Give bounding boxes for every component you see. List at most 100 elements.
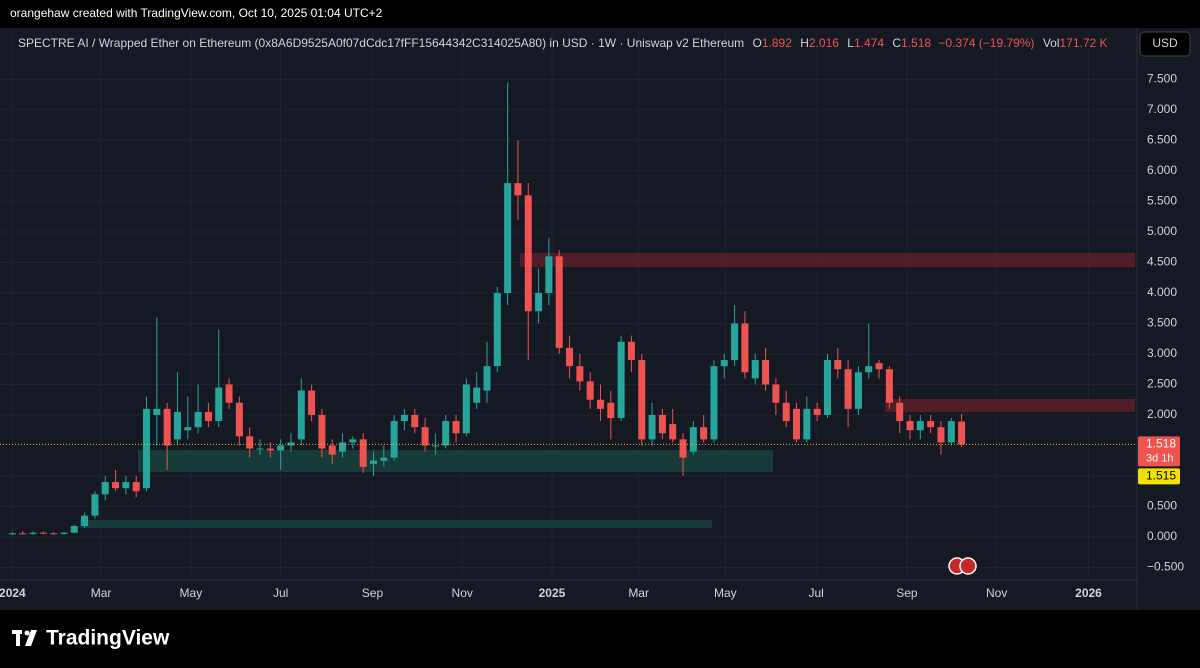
candle-body xyxy=(875,363,883,370)
price-label: 1.518 xyxy=(1146,437,1176,451)
candle-body xyxy=(803,408,811,440)
candle-body xyxy=(39,532,47,534)
candle-body xyxy=(947,421,955,443)
candle-body xyxy=(710,366,718,440)
high-value: 2.016 xyxy=(808,36,839,50)
x-tick-label: Sep xyxy=(362,586,384,600)
countdown: 3d 1h xyxy=(1146,452,1174,464)
candle-body xyxy=(50,533,58,535)
candle-body xyxy=(524,195,532,312)
candle-body xyxy=(689,427,697,452)
candle-body xyxy=(566,347,574,367)
candle-body xyxy=(638,360,646,440)
legend: SPECTRE AI / Wrapped Ether on Ethereum (… xyxy=(18,36,1108,50)
candle-body xyxy=(266,448,274,451)
bottom-bar xyxy=(0,610,1200,668)
credit: orangehaw created with TradingView.com, … xyxy=(10,6,383,20)
candle-body xyxy=(369,460,377,464)
y-tick-label: 3.500 xyxy=(1147,316,1177,330)
candle-body xyxy=(452,421,460,434)
candle-body xyxy=(514,183,522,196)
x-tick-label: Sep xyxy=(896,586,918,600)
candle-body xyxy=(720,360,728,367)
candle-body xyxy=(958,421,966,445)
candle-body xyxy=(658,414,666,434)
candle-body xyxy=(287,442,295,446)
ohlc-label: O xyxy=(752,36,762,50)
y-tick-label: 0.500 xyxy=(1147,499,1177,513)
candle-body xyxy=(70,526,78,533)
ohlc-label: C xyxy=(892,36,902,50)
x-tick-label: 2026 xyxy=(1075,586,1102,600)
candle-body xyxy=(359,439,367,467)
candle-body xyxy=(916,421,924,431)
candle-body xyxy=(122,482,130,489)
candle-body xyxy=(328,445,336,455)
candle-body xyxy=(669,424,677,440)
y-tick-label: 5.000 xyxy=(1147,224,1177,238)
y-tick-label: 5.500 xyxy=(1147,194,1177,208)
candle-body xyxy=(751,360,759,379)
y-tick-label: 3.000 xyxy=(1147,346,1177,360)
candle-body xyxy=(246,436,254,449)
candle-body xyxy=(555,256,563,348)
candle-body xyxy=(504,183,512,293)
candle-body xyxy=(390,421,398,458)
candle-body xyxy=(679,439,687,458)
candle-body xyxy=(731,323,739,361)
candle-body xyxy=(411,414,419,428)
candle-body xyxy=(297,390,305,440)
x-tick-label: Mar xyxy=(91,586,112,600)
candle-body xyxy=(29,532,37,534)
x-tick-label: May xyxy=(180,586,203,600)
open-value: 1.892 xyxy=(761,36,792,50)
brand: TradingView xyxy=(46,627,170,650)
candle-body xyxy=(865,366,873,373)
candle-body xyxy=(81,515,89,527)
candle-body xyxy=(700,427,708,440)
candle-body xyxy=(493,292,501,367)
candle-body xyxy=(823,360,831,415)
candle-body xyxy=(308,390,316,415)
candle-body xyxy=(349,439,357,443)
candle-body xyxy=(194,411,202,428)
candle-body xyxy=(19,533,27,535)
candle-body xyxy=(153,408,161,415)
y-tick-label: 6.000 xyxy=(1147,163,1177,177)
candle-body xyxy=(535,292,543,312)
ohlc-label: H xyxy=(800,36,809,50)
candle-body xyxy=(143,408,151,489)
candle-body xyxy=(906,421,914,431)
resistance-zone xyxy=(520,253,1135,267)
candle-body xyxy=(772,384,780,403)
x-tick-label: Nov xyxy=(452,586,473,600)
y-tick-label: 0.000 xyxy=(1147,529,1177,543)
x-tick-label: Nov xyxy=(986,586,1007,600)
close-value: 1.518 xyxy=(901,36,932,50)
candle-body xyxy=(576,366,584,382)
candle-body xyxy=(617,341,625,419)
candle-body xyxy=(782,402,790,422)
price-label-box xyxy=(1138,436,1180,467)
candle-body xyxy=(462,384,470,434)
candle-body xyxy=(607,402,615,419)
currency-button[interactable] xyxy=(1139,31,1191,57)
x-tick-label: May xyxy=(714,586,737,600)
candle-body xyxy=(762,360,770,385)
candle-body xyxy=(132,482,140,492)
candle-body xyxy=(60,532,68,534)
x-tick-label: Jul xyxy=(273,586,288,600)
candle-body xyxy=(91,494,99,516)
candle-body xyxy=(854,372,862,409)
currency[interactable]: USD xyxy=(1152,36,1178,50)
candle-body xyxy=(648,414,656,440)
event-icon[interactable] xyxy=(959,557,977,575)
top-bar xyxy=(0,0,1200,28)
candle-body xyxy=(545,256,553,293)
candle-body xyxy=(483,366,491,391)
candle-body xyxy=(844,369,852,409)
candle-body xyxy=(112,482,120,489)
candle-body xyxy=(793,408,801,440)
